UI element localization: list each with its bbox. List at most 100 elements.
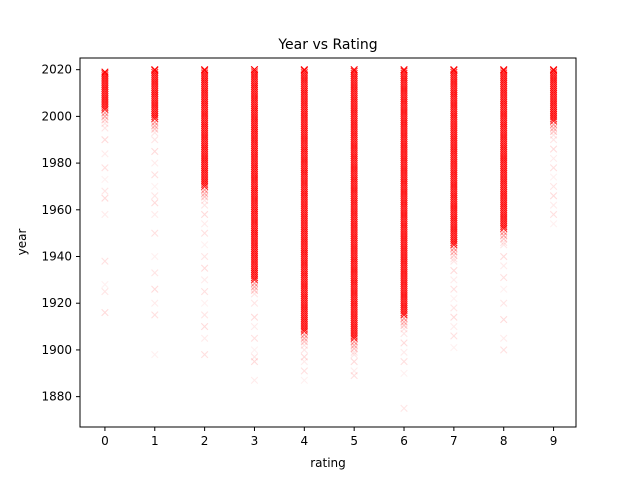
x-tick-label-7: 7 bbox=[450, 434, 458, 448]
y-axis-label: year bbox=[15, 229, 29, 256]
y-tick-label-1940: 1940 bbox=[41, 250, 72, 264]
data-point-rating-6-0 bbox=[400, 320, 408, 328]
data-point-rating-0-13 bbox=[101, 109, 109, 117]
data-point-rating-8-7 bbox=[500, 315, 508, 324]
data-point-rating-8-0 bbox=[500, 231, 508, 240]
data-point-rating-9-12 bbox=[549, 124, 558, 132]
data-point-rating-0-0 bbox=[101, 112, 109, 121]
data-point-rating-7-14 bbox=[450, 255, 458, 263]
y-tick-label-2000: 2000 bbox=[41, 109, 72, 123]
data-point-rating-7-0 bbox=[450, 248, 458, 256]
data-point-rating-3-9 bbox=[250, 279, 259, 288]
data-point-rating-4-9 bbox=[300, 341, 309, 349]
data-point-rating-8-12 bbox=[500, 235, 508, 243]
data-point-rating-2-15 bbox=[200, 186, 209, 194]
data-point-rating-5-2 bbox=[350, 357, 358, 366]
data-point-rating-2-74 bbox=[200, 67, 209, 75]
data-point-rating-2-3 bbox=[200, 220, 209, 228]
data-point-rating-2-16 bbox=[200, 189, 209, 198]
data-point-rating-6-8 bbox=[400, 318, 408, 326]
data-point-rating-6-7 bbox=[400, 314, 408, 323]
data-point-rating-2-14 bbox=[200, 350, 209, 359]
data-point-rating-3-2 bbox=[250, 313, 259, 321]
data-point-rating-3-112 bbox=[250, 68, 259, 76]
data-point-rating-6-126 bbox=[400, 69, 408, 77]
data-point-rating-4-133 bbox=[300, 69, 309, 77]
data-point-rating-5-5 bbox=[350, 338, 358, 346]
data-point-rating-3-12 bbox=[250, 290, 259, 298]
data-point-rating-1-17 bbox=[151, 122, 159, 130]
data-point-rating-0-35 bbox=[101, 68, 109, 76]
data-point-rating-0-10 bbox=[101, 280, 109, 289]
data-point-rating-0-2 bbox=[101, 136, 109, 144]
data-points-layer bbox=[101, 65, 558, 413]
data-point-rating-4-3 bbox=[300, 357, 309, 366]
data-point-rating-2-6 bbox=[200, 252, 209, 261]
data-point-rating-8-10 bbox=[500, 228, 508, 236]
x-tick-label-9: 9 bbox=[550, 434, 558, 448]
data-point-rating-5-8 bbox=[350, 348, 358, 356]
data-point-rating-9-13 bbox=[549, 127, 558, 136]
data-point-rating-4-0 bbox=[300, 336, 309, 345]
data-point-rating-2-13 bbox=[200, 334, 209, 342]
data-point-rating-1-0 bbox=[151, 124, 159, 132]
data-point-rating-1-16 bbox=[151, 118, 159, 126]
data-point-rating-2-75 bbox=[200, 65, 209, 74]
data-point-rating-2-0 bbox=[200, 192, 209, 200]
y-tick-label-1900: 1900 bbox=[41, 343, 72, 357]
data-point-rating-1-1 bbox=[151, 136, 159, 144]
data-point-rating-9-10 bbox=[549, 220, 558, 228]
data-point-rating-9-38 bbox=[549, 69, 558, 77]
data-point-rating-0-1 bbox=[101, 124, 109, 132]
data-point-rating-8-90 bbox=[500, 65, 508, 74]
data-point-rating-4-135 bbox=[300, 65, 309, 74]
data-point-rating-0-7 bbox=[101, 194, 109, 202]
data-point-rating-8-9 bbox=[500, 346, 508, 354]
data-point-rating-9-14 bbox=[549, 131, 558, 139]
data-point-rating-7-11 bbox=[450, 244, 458, 253]
data-point-rating-4-8 bbox=[300, 338, 309, 346]
x-tick-label-6: 6 bbox=[400, 434, 408, 448]
data-point-rating-9-39 bbox=[549, 66, 558, 75]
data-point-rating-1-14 bbox=[151, 311, 159, 319]
data-point-rating-9-0 bbox=[549, 126, 558, 135]
data-point-rating-7-4 bbox=[450, 285, 458, 293]
data-point-rating-7-8 bbox=[450, 322, 458, 331]
y-tick-label-2020: 2020 bbox=[41, 63, 72, 77]
data-point-rating-2-5 bbox=[200, 241, 209, 249]
data-point-rating-1-19 bbox=[151, 129, 159, 137]
data-point-rating-0-12 bbox=[101, 308, 109, 317]
data-point-rating-3-11 bbox=[250, 286, 259, 295]
data-point-rating-7-97 bbox=[450, 68, 458, 77]
data-point-rating-2-12 bbox=[200, 322, 209, 331]
x-tick-label-2: 2 bbox=[201, 434, 209, 448]
data-point-rating-2-9 bbox=[200, 287, 209, 296]
data-point-rating-1-18 bbox=[151, 125, 159, 133]
x-tick-label-5: 5 bbox=[350, 434, 358, 448]
x-tick-label-0: 0 bbox=[101, 434, 109, 448]
data-point-rating-1-7 bbox=[151, 199, 159, 207]
x-tick-label-4: 4 bbox=[301, 434, 309, 448]
data-point-rating-1-2 bbox=[151, 147, 159, 156]
data-point-rating-1-15 bbox=[151, 350, 159, 359]
data-point-rating-2-2 bbox=[200, 210, 209, 219]
y-tick-label-1920: 1920 bbox=[41, 296, 72, 310]
data-point-rating-2-1 bbox=[200, 201, 209, 209]
data-point-rating-1-8 bbox=[151, 210, 159, 219]
data-point-rating-9-7 bbox=[549, 192, 558, 200]
data-point-rating-3-6 bbox=[250, 353, 259, 361]
data-point-rating-6-4 bbox=[400, 357, 408, 366]
data-point-rating-9-40 bbox=[549, 65, 558, 74]
data-point-rating-2-18 bbox=[200, 196, 209, 205]
data-point-rating-6-6 bbox=[400, 404, 408, 413]
data-point-rating-1-42 bbox=[151, 68, 159, 77]
data-point-rating-7-99 bbox=[450, 65, 458, 74]
data-point-rating-8-88 bbox=[500, 69, 508, 77]
data-point-rating-5-1 bbox=[350, 350, 358, 359]
plot-frame bbox=[79, 57, 577, 428]
data-point-rating-7-12 bbox=[450, 248, 458, 256]
data-point-rating-5-3 bbox=[350, 367, 358, 375]
axis-ticks-layer: 0 1 2 3 4 5 6 7 8 9 1880 1900 1920 1940 1960 1980 2000 20… bbox=[41, 63, 557, 448]
